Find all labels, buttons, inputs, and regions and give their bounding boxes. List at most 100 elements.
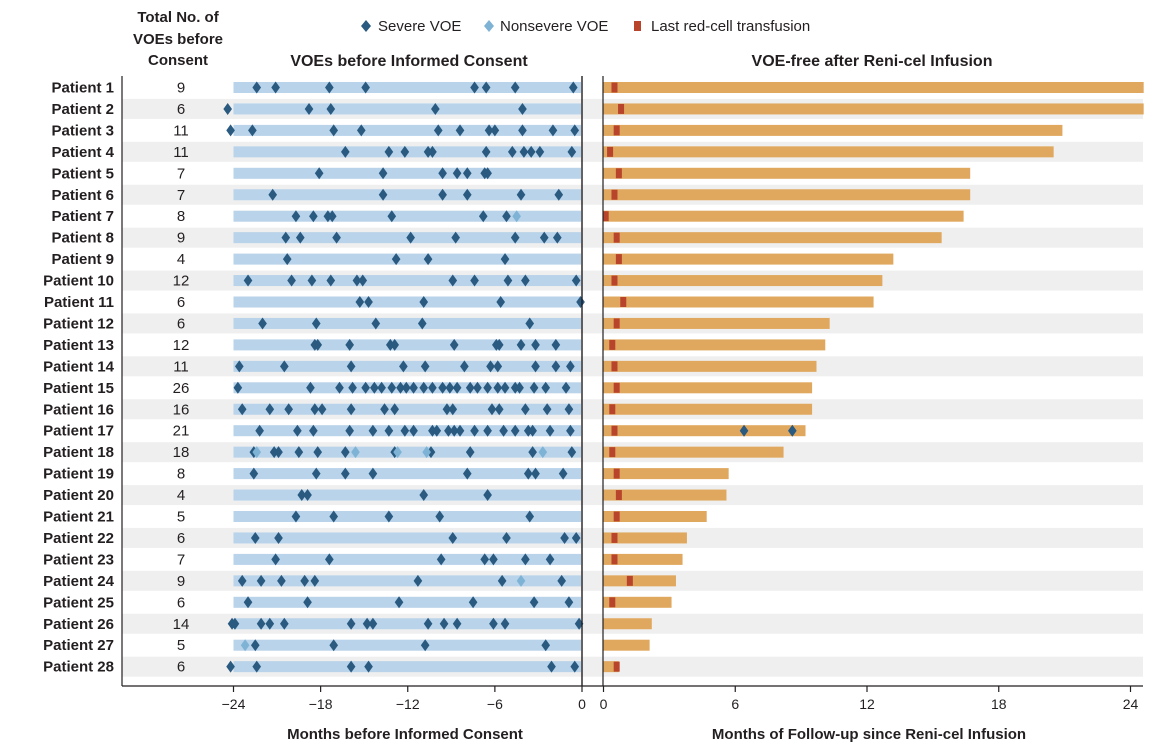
severe-voe-point (368, 467, 378, 480)
patient-label: Patient 16 (43, 401, 114, 418)
transfusion-marker (626, 575, 633, 586)
severe-voe-point (551, 338, 561, 351)
severe-voe-point (361, 81, 370, 94)
severe-voe-point (332, 231, 341, 244)
severe-voe-point (428, 424, 437, 437)
severe-voe-point (256, 574, 266, 587)
transfusion-marker (613, 382, 620, 393)
severe-voe-point (287, 274, 296, 287)
severe-voe-point (470, 81, 479, 94)
severe-voe-point (483, 381, 492, 394)
severe-voe-point (396, 381, 405, 394)
voe-count: 9 (177, 573, 185, 590)
transfusion-marker (607, 146, 614, 157)
severe-voe-point (378, 167, 388, 180)
right-panel-title: VOE-free after Reni-cel Infusion (752, 53, 993, 70)
transfusion-marker (613, 511, 620, 522)
severe-voe-point (317, 403, 327, 416)
severe-voe-point (368, 617, 378, 630)
severe-voe-point (423, 253, 433, 266)
legend-transfusion-label: Last red-cell transfusion (651, 18, 810, 35)
severe-voe-point (571, 274, 581, 287)
severe-voe-point (277, 574, 286, 587)
follow-up-bar (603, 317, 830, 329)
voe-count: 12 (173, 273, 190, 290)
follow-up-bar (603, 339, 826, 351)
severe-voe-point (551, 360, 561, 373)
severe-voe-point (502, 210, 511, 223)
voe-count: 18 (173, 444, 190, 461)
transfusion-marker (613, 468, 620, 479)
severe-voe-point (525, 317, 535, 330)
severe-voe-point (455, 124, 465, 137)
left-x-axis-label: Months before Informed Consent (287, 726, 523, 743)
voe-count: 6 (177, 594, 185, 611)
follow-up-bar (603, 360, 817, 372)
severe-voe-point (362, 617, 372, 630)
post-infusion-voe-point (788, 424, 797, 437)
left-panel-title: VOEs before Informed Consent (290, 53, 528, 70)
severe-voe-point (545, 553, 555, 566)
severe-voe-point (529, 381, 539, 394)
severe-voe-point (329, 124, 339, 137)
nonsevere-voe-point (512, 210, 521, 223)
severe-voe-point (510, 231, 520, 244)
severe-voe-point (303, 489, 312, 502)
severe-voe-point (529, 596, 539, 609)
severe-voe-point (528, 446, 537, 459)
patient-label: Patient 23 (43, 551, 114, 568)
before-bar (233, 468, 581, 480)
severe-voe-point (444, 424, 453, 437)
severe-voe-point (423, 145, 433, 158)
severe-voe-point (326, 274, 336, 287)
severe-voe-point (309, 210, 318, 223)
follow-up-bar (603, 489, 727, 501)
patient-label: Patient 20 (43, 487, 114, 504)
severe-voe-point (502, 531, 511, 544)
follow-up-bar (603, 210, 964, 222)
voe-count: 6 (177, 294, 185, 311)
voe-count: 21 (173, 423, 190, 440)
severe-voe-point (493, 360, 503, 373)
severe-voe-point (340, 446, 350, 459)
severe-voe-point (265, 403, 275, 416)
patient-label: Patient 7 (51, 208, 114, 225)
patient-label: Patient 15 (43, 380, 114, 397)
transfusion-marker (609, 597, 616, 608)
severe-voe-point (346, 617, 356, 630)
patient-label: Patient 26 (43, 616, 114, 633)
before-bar (233, 317, 581, 329)
severe-voe-point (570, 660, 580, 673)
transfusion-marker (615, 490, 622, 501)
x-tick-label: 12 (859, 696, 875, 712)
severe-voe-point (554, 188, 564, 201)
severe-voe-point (311, 317, 321, 330)
right-x-axis-label: Months of Follow-up since Reni-cel Infus… (712, 726, 1026, 743)
severe-voe-point (323, 210, 333, 223)
severe-voe-point (310, 403, 320, 416)
severe-voe-point (307, 274, 317, 287)
transfusion-marker (609, 447, 616, 458)
severe-voe-point (243, 274, 253, 287)
voe-count: 16 (173, 401, 190, 418)
severe-voe-point (548, 124, 558, 137)
transfusion-marker (602, 211, 609, 222)
severe-voe-point (521, 403, 530, 416)
transfusion-marker (613, 318, 620, 329)
transfusion-marker (609, 404, 616, 415)
severe-voe-point (489, 553, 498, 566)
severe-voe-point (226, 660, 235, 673)
voe-count: 6 (177, 101, 185, 118)
severe-voe-point (519, 145, 529, 158)
before-bar (233, 639, 581, 651)
severe-voe-point (470, 274, 479, 287)
severe-voe-point (352, 274, 362, 287)
severe-voe-point (271, 81, 280, 94)
before-bars (233, 82, 581, 673)
severe-voe-point (252, 81, 262, 94)
patient-label: Patient 10 (43, 273, 114, 290)
patient-label: Patient 18 (43, 444, 114, 461)
x-tick-label: −6 (487, 696, 503, 712)
post-infusion-voe-point (739, 424, 749, 437)
severe-voe-point (370, 381, 379, 394)
